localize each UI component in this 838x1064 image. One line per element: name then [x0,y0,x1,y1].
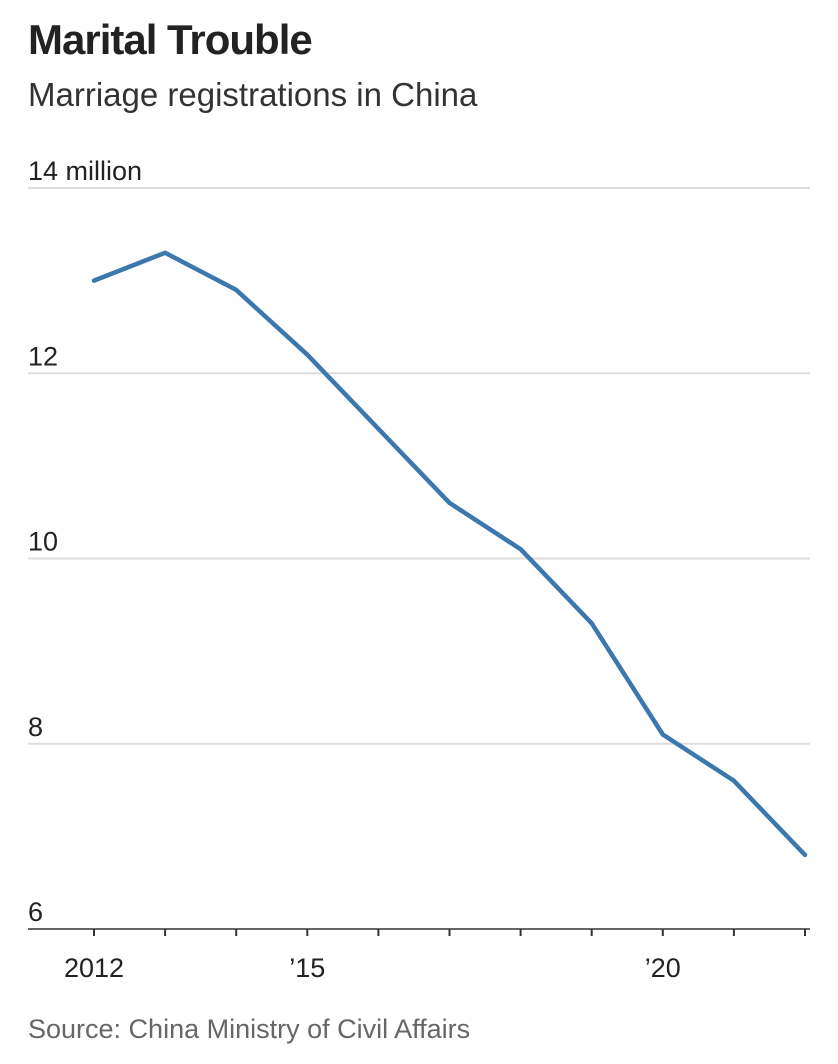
chart-title: Marital Trouble [28,16,313,63]
source-note: Source: China Ministry of Civil Affairs [28,1014,471,1044]
x-tick-label-2015: ’15 [289,953,325,983]
data-point-2015 [305,352,310,357]
data-point-2022 [803,852,807,857]
y-tick-label-6: 6 [28,897,43,927]
x-tick-label-2012: 2012 [64,953,124,983]
data-point-2018 [518,547,523,552]
x-tick-label-2020: ’20 [645,953,681,983]
chart-subtitle: Marriage registrations in China [28,76,478,113]
grid-layer [28,187,810,745]
y-tick-label-8: 8 [28,712,43,742]
data-point-2014 [234,287,239,292]
series-line-0 [91,250,808,858]
line-chart: 14 million 12 10 8 6 2012 ’15 ’20 [28,156,810,983]
axis-layer [28,928,810,936]
data-point-2013 [163,250,168,255]
y-tick-label-12: 12 [28,341,58,371]
data-point-2012 [92,278,96,283]
data-point-2016 [376,426,381,431]
data-point-2020 [660,732,665,737]
y-tick-label-10: 10 [28,527,58,557]
y-tick-label-14: 14 million [28,156,142,186]
data-point-2021 [731,778,736,783]
data-point-2017 [447,500,452,505]
data-point-2019 [589,621,594,626]
label-layer: 14 million 12 10 8 6 2012 ’15 ’20 [28,156,681,983]
series-layer [91,250,808,858]
